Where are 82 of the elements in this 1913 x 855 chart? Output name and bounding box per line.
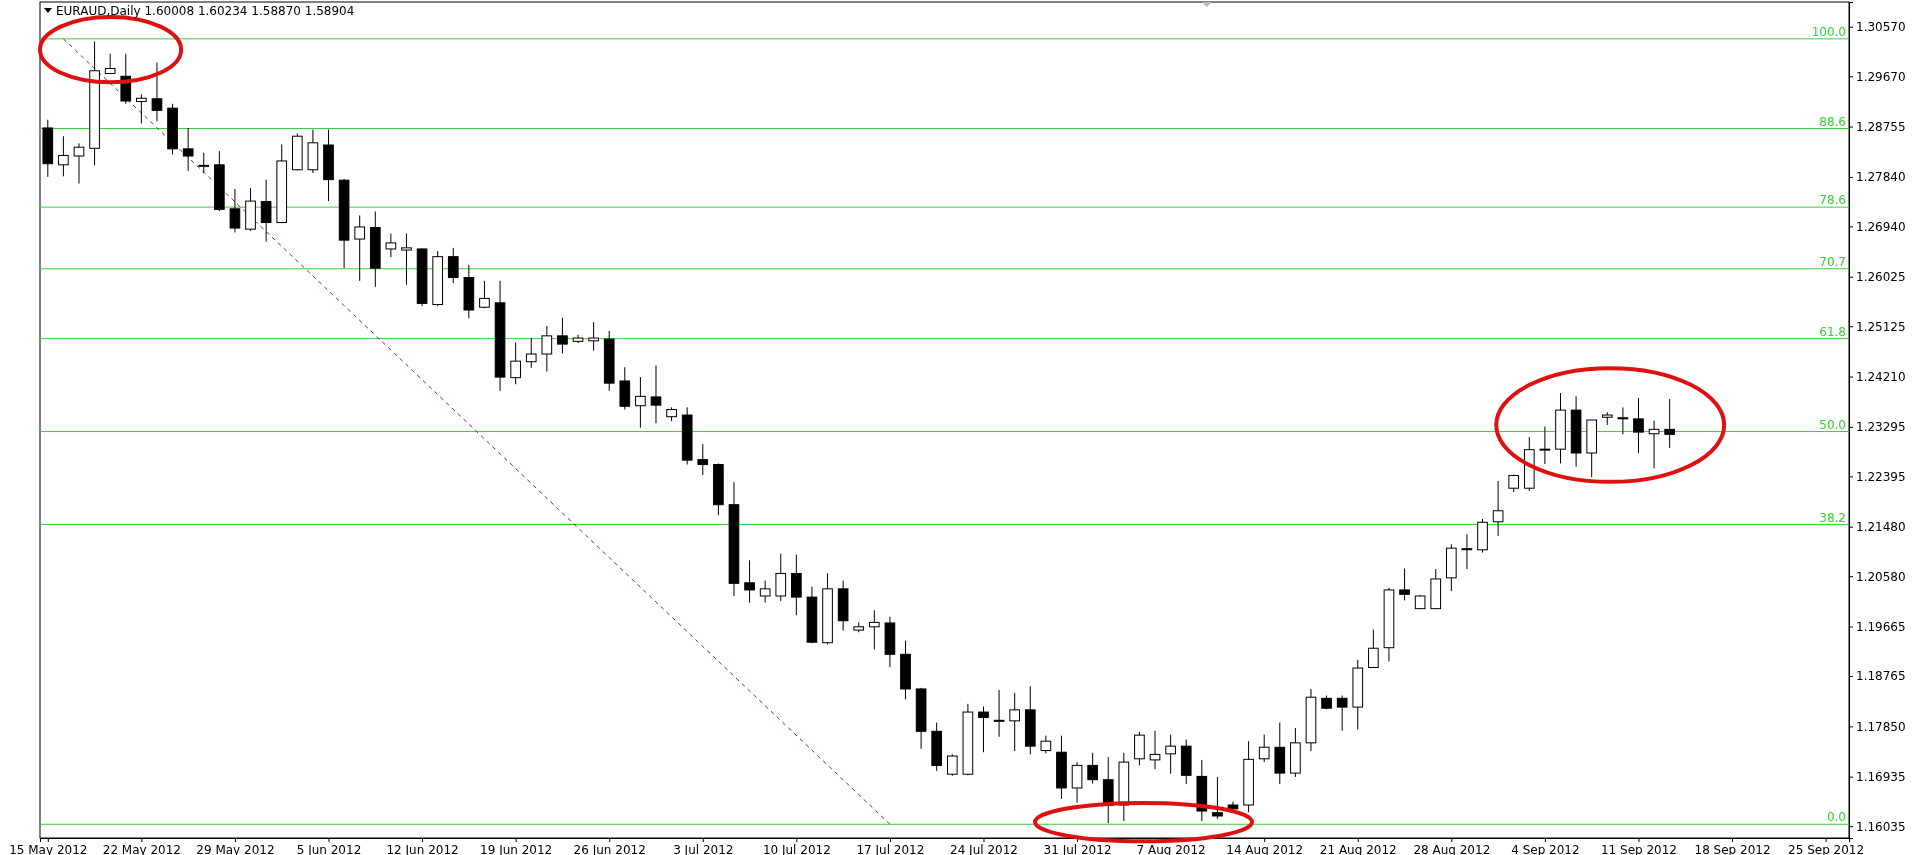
candlestick (1368, 629, 1379, 668)
y-tick-label: 1.27840 (1856, 170, 1906, 185)
y-tick-label: 1.16035 (1856, 819, 1906, 834)
candlestick (697, 443, 709, 476)
candlestick (401, 233, 412, 286)
annotation: 50.0 (1819, 417, 1846, 432)
candlestick (635, 376, 646, 429)
candlestick (1087, 752, 1098, 785)
candlestick (1461, 533, 1473, 570)
candlestick (1399, 568, 1410, 601)
y-tick-label: 1.29670 (1856, 69, 1906, 84)
y-tick-label: 1.22395 (1856, 469, 1906, 484)
candlestick (260, 179, 272, 243)
candlestick (1165, 734, 1176, 775)
y-tick-label: 1.26025 (1856, 270, 1906, 285)
candlestick (1492, 480, 1504, 537)
x-tick-label: 17 Jul 2012 (856, 842, 925, 855)
candlestick (791, 554, 802, 616)
candlestick (447, 247, 459, 284)
candlestick (136, 93, 147, 125)
candlestick (229, 188, 241, 233)
x-tick-label: 19 Jun 2012 (480, 842, 553, 855)
candlestick (1336, 695, 1348, 732)
candlestick (1617, 406, 1629, 435)
y-tick-label: 1.24210 (1856, 369, 1906, 384)
y-tick-label: 1.17850 (1856, 719, 1906, 734)
candlestick (978, 706, 989, 753)
annotation: 88.6 (1819, 114, 1846, 129)
annotation: 38.2 (1819, 510, 1846, 525)
y-tick-label: 1.30570 (1856, 20, 1906, 35)
candlestick (1149, 730, 1161, 770)
candlestick (198, 152, 210, 174)
x-tick-label: 26 Jun 2012 (573, 842, 646, 855)
candlestick (993, 689, 1005, 738)
candlestick (1071, 761, 1083, 804)
annotation: 70.7 (1819, 254, 1846, 269)
candlestick (1009, 692, 1021, 752)
candlestick (182, 127, 194, 172)
x-tick-label: 3 Jul 2012 (673, 842, 734, 855)
candlestick (73, 142, 85, 184)
candlestick (510, 341, 521, 385)
y-tick-label: 1.21480 (1856, 520, 1906, 535)
y-tick-label: 1.28755 (1856, 119, 1906, 134)
candlestick (946, 753, 958, 777)
candlestick (868, 609, 880, 650)
y-tick-label: 1.18765 (1856, 669, 1906, 684)
candlestick (759, 580, 771, 604)
candlestick (557, 317, 568, 354)
candlestick (1648, 420, 1660, 469)
y-tick-label: 1.20580 (1856, 569, 1906, 584)
annotation: 78.6 (1819, 193, 1846, 208)
candlestick (58, 135, 69, 177)
candlestick (525, 337, 537, 369)
candlestick (1633, 397, 1644, 454)
y-tick-label: 1.25125 (1856, 319, 1906, 334)
candlestick (1539, 426, 1551, 465)
candlestick (385, 233, 397, 258)
y-tick-label: 1.26940 (1856, 219, 1906, 234)
candlestick (744, 559, 755, 604)
y-tick-label: 1.23295 (1856, 420, 1906, 435)
candlestick (775, 553, 787, 602)
candlestick (541, 325, 553, 373)
x-tick-label: 31 Jul 2012 (1043, 842, 1112, 855)
candlestick (650, 365, 662, 424)
x-tick-label: 12 Jun 2012 (386, 842, 459, 855)
x-tick-label: 24 Jul 2012 (950, 842, 1018, 855)
y-tick-label: 1.19665 (1856, 619, 1906, 634)
candlestick (354, 214, 366, 282)
candlestick (1212, 776, 1223, 820)
candlestick (479, 280, 490, 309)
y-tick-label: 1.16935 (1856, 770, 1906, 785)
annotation: 61.8 (1819, 324, 1846, 339)
chart-title: EURAUD,Daily 1.60008 1.60234 1.58870 1.58904 (56, 4, 355, 18)
x-tick-label: 10 Jul 2012 (762, 842, 831, 855)
x-tick-label: 5 Jun 2012 (296, 842, 362, 855)
candlestick (1258, 734, 1270, 763)
candlestick (1134, 731, 1145, 766)
candlestick (151, 62, 163, 122)
annotation: 100.0 (1811, 24, 1846, 39)
annotation: 0.0 (1826, 810, 1846, 825)
candlestick (1664, 398, 1675, 449)
candlestick (588, 321, 599, 352)
